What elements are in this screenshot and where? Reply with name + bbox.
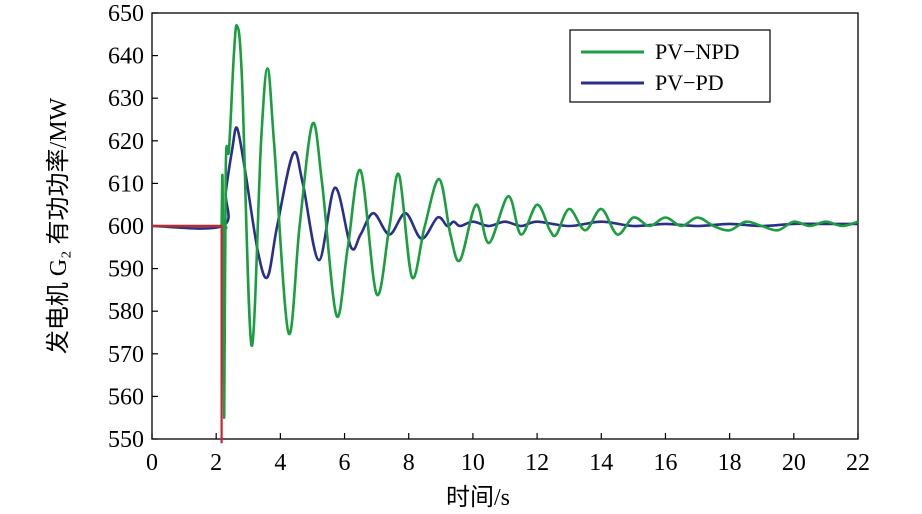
x-tick-label: 2 bbox=[210, 450, 222, 476]
axis-ticks: 0 2 4 6 8 10 12 14 16 18 20 22 550 560 570 580 590 600 610… bbox=[108, 1, 870, 476]
legend-box bbox=[569, 29, 771, 103]
x-tick-label: 8 bbox=[403, 450, 415, 476]
x-tick-label: 20 bbox=[782, 450, 806, 476]
legend-label-pv-pd: PV−PD bbox=[655, 70, 724, 95]
x-tick-label: 10 bbox=[461, 450, 485, 476]
series-layer bbox=[151, 23, 859, 444]
y-tick-label: 620 bbox=[108, 129, 144, 155]
x-tick-label: 18 bbox=[718, 450, 742, 476]
x-tick-label: 16 bbox=[653, 450, 677, 476]
legend-label-pv-npd: PV−NPD bbox=[655, 39, 740, 64]
y-tick-label: 650 bbox=[108, 1, 144, 27]
x-tick-label: 12 bbox=[525, 450, 549, 476]
x-tick-label: 6 bbox=[339, 450, 351, 476]
legend: PV−NPD PV−PD bbox=[569, 29, 771, 103]
x-tick-label: 4 bbox=[274, 450, 286, 476]
y-tick-label: 560 bbox=[108, 384, 144, 410]
y-tick-label: 610 bbox=[108, 171, 144, 197]
x-axis-label: 时间/s bbox=[446, 484, 510, 511]
series-line-pv-npd bbox=[152, 23, 859, 420]
series-line-red-step bbox=[152, 224, 223, 444]
x-tick-label: 14 bbox=[589, 450, 613, 476]
x-tick-label: 22 bbox=[846, 450, 870, 476]
y-tick-label: 630 bbox=[108, 86, 144, 112]
y-tick-label: 590 bbox=[108, 257, 144, 283]
x-tick-label: 0 bbox=[146, 450, 158, 476]
y-tick-label: 600 bbox=[108, 214, 144, 240]
y-tick-label: 580 bbox=[108, 299, 144, 325]
y-axis-label: 发电机 G₂ 有功功率/MW bbox=[45, 97, 72, 354]
y-tick-label: 570 bbox=[108, 342, 144, 368]
y-tick-label: 640 bbox=[108, 44, 144, 70]
y-tick-label: 550 bbox=[108, 427, 144, 453]
